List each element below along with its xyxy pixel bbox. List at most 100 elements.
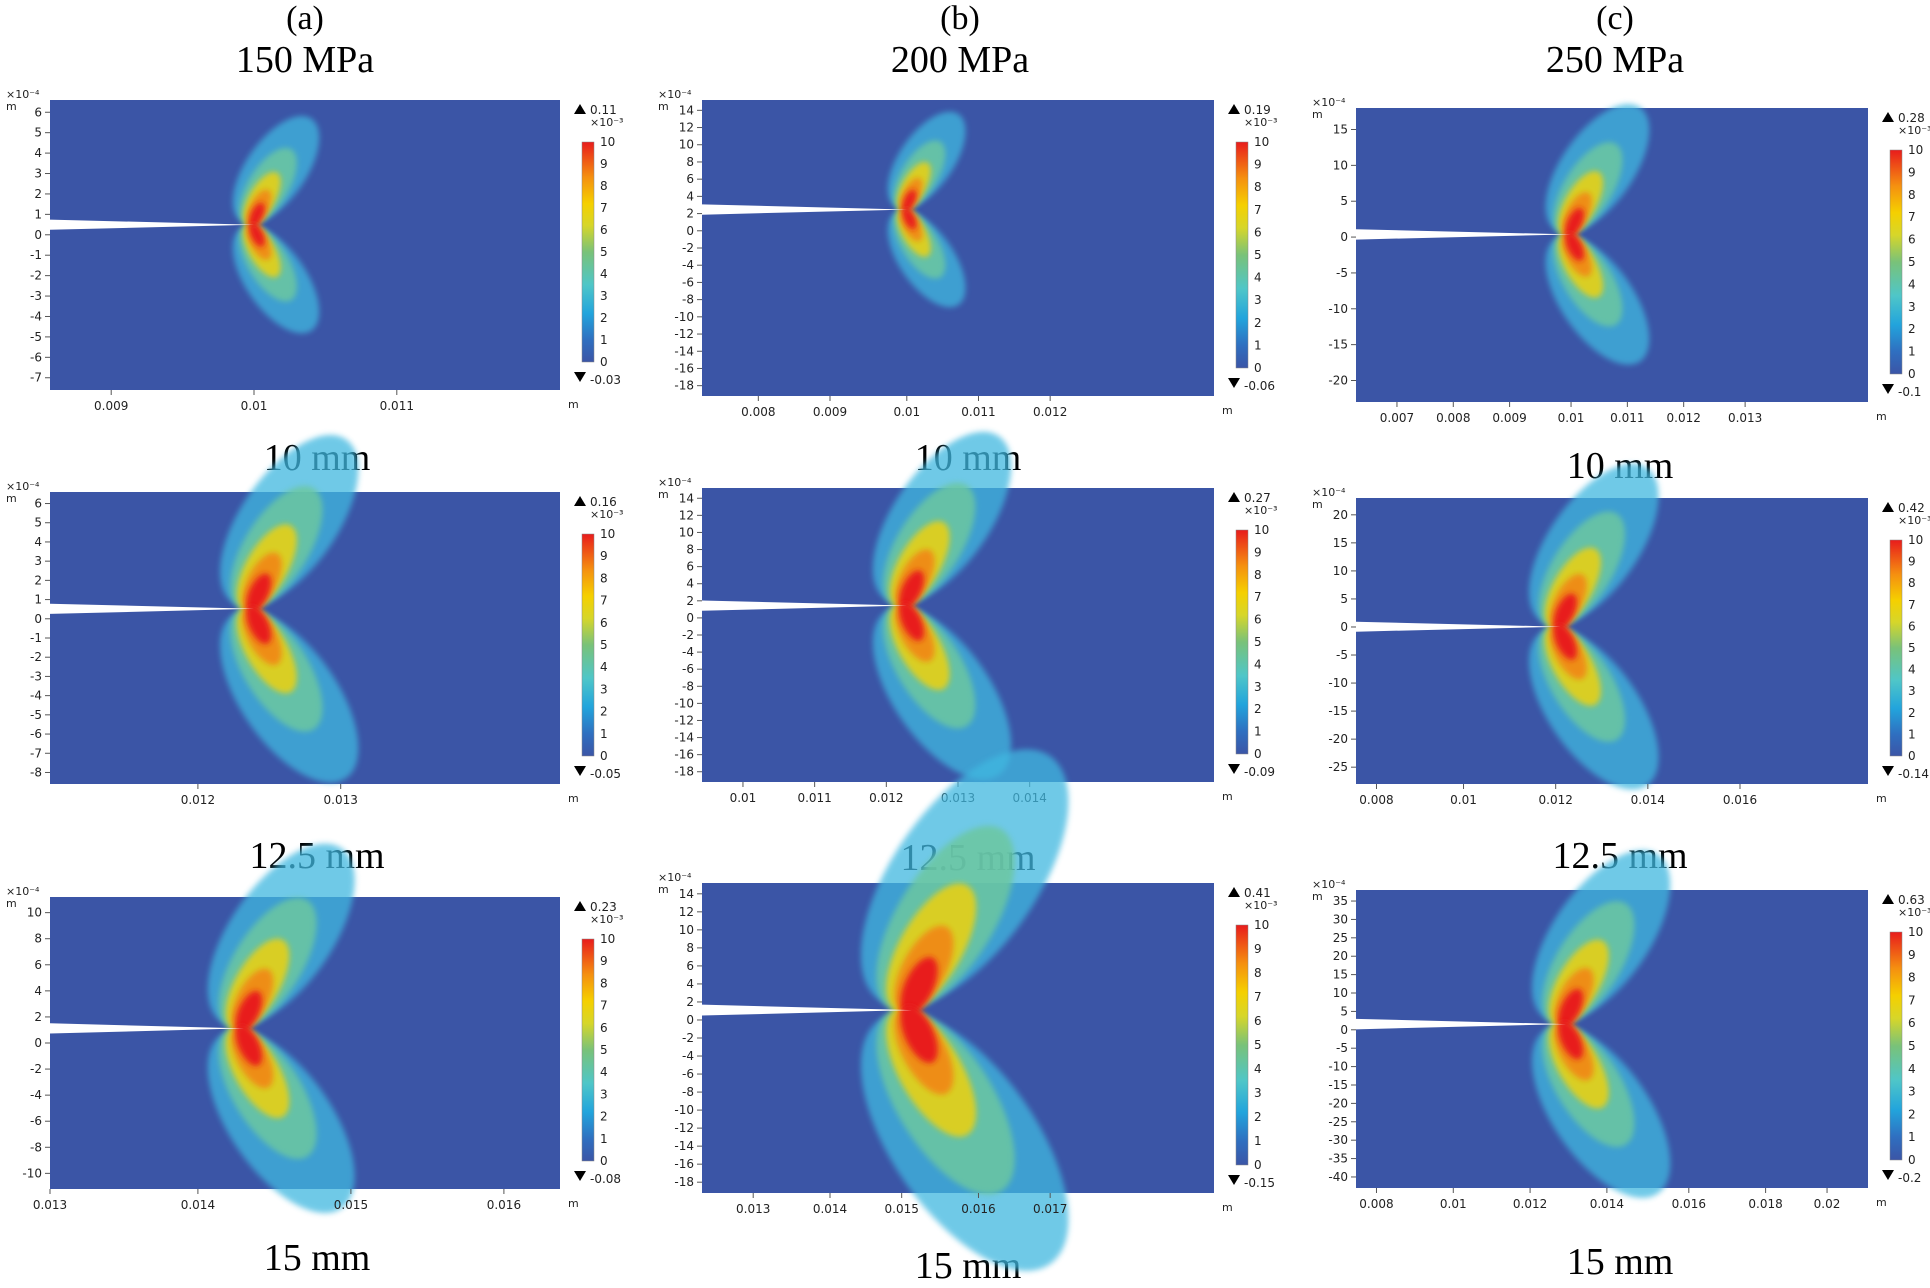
colorbar-tick-label: 8	[600, 976, 608, 990]
y-tick-label: 20	[1333, 508, 1348, 522]
colorbar-tick-label: 10	[600, 932, 615, 946]
colorbar-tick-label: 1	[600, 333, 608, 347]
colorbar-tick-label: 2	[1908, 706, 1916, 720]
y-tick-label: -6	[682, 662, 694, 676]
x-tick-label: 0.013	[33, 1198, 67, 1212]
colorbar-tick-label: 3	[600, 1087, 608, 1101]
colorbar-max-marker	[1882, 894, 1894, 904]
y-tick-label: -2	[30, 269, 42, 283]
colorbar-min-label: -0.06	[1244, 379, 1275, 393]
y-tick-label: -12	[674, 327, 694, 341]
colorbar-tick-label: 9	[1908, 948, 1916, 962]
colorbar-tick-label: 8	[600, 571, 608, 585]
colorbar-max-label: 0.63	[1898, 893, 1925, 907]
stress-lobe-lower	[1558, 1020, 1584, 1060]
x-tick-label: 0.016	[961, 1202, 995, 1216]
colorbar-max-marker	[574, 104, 586, 114]
y-tick-label: -5	[30, 708, 42, 722]
colorbar-tick-label: 9	[600, 549, 608, 563]
colorbar-tick-label: 6	[1908, 619, 1916, 633]
y-tick-label: 0	[34, 1036, 42, 1050]
x-tick-label: 0.016	[487, 1198, 521, 1212]
y-tick-label: 20	[1333, 949, 1348, 963]
y-tick-label: 30	[1333, 912, 1348, 926]
colorbar-tick-label: 0	[1254, 747, 1262, 761]
y-tick-label: 6	[34, 958, 42, 972]
y-unit-label: m	[6, 897, 17, 910]
y-tick-label: -40	[1328, 1170, 1348, 1184]
y-tick-label: 4	[34, 984, 42, 998]
colorbar-tick-label: 8	[1908, 971, 1916, 985]
x-tick-label: 0.02	[1814, 1197, 1841, 1211]
y-tick-label: -4	[30, 689, 42, 703]
y-tick-label: 25	[1333, 931, 1348, 945]
crack	[50, 603, 254, 614]
colorbar-min-marker	[1228, 378, 1240, 388]
x-tick-label: 0.014	[813, 1202, 847, 1216]
colorbar-tick-label: 4	[600, 660, 608, 674]
y-tick-label: 2	[34, 1010, 42, 1024]
colorbar-tick-label: 2	[1908, 1107, 1916, 1121]
colorbar-tick-label: 8	[1254, 966, 1262, 980]
colorbar-min-marker	[1882, 1170, 1894, 1180]
stress-lobe-upper	[235, 990, 263, 1032]
colorbar	[1889, 539, 1903, 757]
y-unit-label: m	[1312, 108, 1323, 121]
colorbar-tick-label: 0	[1908, 1153, 1916, 1167]
colorbar-min-marker	[574, 766, 586, 776]
colorbar-min-label: -0.03	[590, 373, 621, 387]
colorbar-tick-label: 10	[600, 527, 615, 541]
colorbar-tick-label: 6	[600, 1021, 608, 1035]
x-tick-label: 0.01	[1450, 793, 1477, 807]
colorbar-tick-label: 4	[600, 267, 608, 281]
x-tick-label: 0.016	[1723, 793, 1757, 807]
crack	[702, 600, 907, 611]
colorbar-tick-label: 1	[1254, 725, 1262, 739]
colorbar-max-label: 0.23	[590, 900, 617, 914]
y-tick-label: -16	[674, 361, 694, 375]
colorbar-min-label: -0.15	[1244, 1176, 1275, 1190]
x-unit-label: m	[1222, 790, 1233, 803]
y-tick-label: 10	[679, 525, 694, 539]
y-tick-label: -15	[1328, 704, 1348, 718]
x-tick-label: 0.008	[1359, 793, 1393, 807]
colorbar-min-marker	[1228, 764, 1240, 774]
y-tick-label: 0	[686, 224, 694, 238]
y-unit-label: m	[6, 492, 17, 505]
y-tick-label: -18	[674, 379, 694, 393]
x-tick-label: 0.012	[181, 793, 215, 807]
stress-field	[207, 843, 355, 1214]
stress-lobe-upper	[902, 189, 917, 212]
colorbar-max-label: 0.42	[1898, 501, 1925, 515]
y-tick-label: -10	[674, 310, 694, 324]
y-tick-label: 0	[34, 612, 42, 626]
x-tick-label: 0.008	[1436, 411, 1470, 425]
y-unit-label: m	[658, 100, 669, 113]
x-tick-label: 0.013	[324, 793, 358, 807]
y-tick-label: -5	[1336, 266, 1348, 280]
y-tick-label: 14	[679, 887, 694, 901]
y-tick-label: 4	[34, 535, 42, 549]
stress-field	[1528, 463, 1659, 790]
colorbar-tick-label: 1	[600, 1132, 608, 1146]
y-tick-label: -12	[674, 713, 694, 727]
x-tick-label: 0.013	[736, 1202, 770, 1216]
stress-lobe-lower	[902, 207, 917, 230]
stress-field	[1531, 850, 1671, 1198]
colorbar-max-label: 0.19	[1244, 103, 1271, 117]
colorbar-tick-label: 4	[1908, 663, 1916, 677]
colorbar-tick-label: 10	[1254, 135, 1269, 149]
colorbar-max-label: 0.27	[1244, 491, 1271, 505]
y-tick-label: -4	[682, 1049, 694, 1063]
y-tick-label: 6	[34, 105, 42, 119]
colorbar-tick-label: 10	[1908, 143, 1923, 157]
y-tick-label: -14	[674, 731, 694, 745]
y-tick-label: 5	[1340, 1004, 1348, 1018]
stress-field	[887, 111, 966, 308]
x-unit-label: m	[568, 398, 579, 411]
colorbar	[1889, 149, 1903, 375]
y-tick-label: -2	[30, 1062, 42, 1076]
